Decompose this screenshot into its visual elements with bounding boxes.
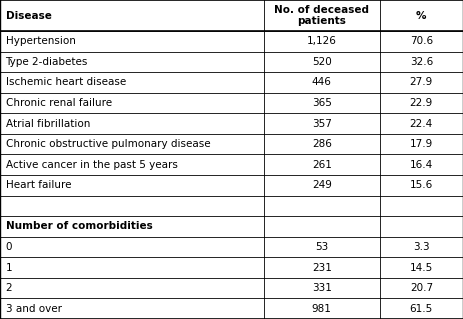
Text: Active cancer in the past 5 years: Active cancer in the past 5 years [6,160,177,170]
Text: 22.9: 22.9 [410,98,433,108]
Text: 22.4: 22.4 [410,119,433,129]
Text: 331: 331 [312,283,332,293]
Text: 70.6: 70.6 [410,36,433,46]
Text: 357: 357 [312,119,332,129]
Text: 27.9: 27.9 [410,78,433,87]
Text: 231: 231 [312,263,332,272]
Text: 61.5: 61.5 [410,304,433,314]
Text: 3 and over: 3 and over [6,304,62,314]
Text: Hypertension: Hypertension [6,36,75,46]
Text: 16.4: 16.4 [410,160,433,170]
Text: 53: 53 [315,242,328,252]
Text: Atrial fibrillation: Atrial fibrillation [6,119,90,129]
Text: 981: 981 [312,304,332,314]
Text: %: % [416,11,426,20]
Text: No. of deceased
patients: No. of deceased patients [274,5,369,26]
Text: Number of comorbidities: Number of comorbidities [6,221,152,231]
Text: 446: 446 [312,78,332,87]
Text: 365: 365 [312,98,332,108]
Text: Chronic obstructive pulmonary disease: Chronic obstructive pulmonary disease [6,139,210,149]
Text: 1: 1 [6,263,12,272]
Text: 261: 261 [312,160,332,170]
Text: 520: 520 [312,57,332,67]
Text: 286: 286 [312,139,332,149]
Text: 1,126: 1,126 [307,36,337,46]
Text: 0: 0 [6,242,12,252]
Text: 2: 2 [6,283,12,293]
Text: 20.7: 20.7 [410,283,433,293]
Text: Type 2-diabetes: Type 2-diabetes [6,57,88,67]
Text: 15.6: 15.6 [410,180,433,190]
Text: 32.6: 32.6 [410,57,433,67]
Text: Disease: Disease [6,11,51,20]
Text: Heart failure: Heart failure [6,180,71,190]
Text: 14.5: 14.5 [410,263,433,272]
Text: 3.3: 3.3 [413,242,430,252]
Text: 17.9: 17.9 [410,139,433,149]
Text: 249: 249 [312,180,332,190]
Text: Ischemic heart disease: Ischemic heart disease [6,78,126,87]
Text: Chronic renal failure: Chronic renal failure [6,98,112,108]
